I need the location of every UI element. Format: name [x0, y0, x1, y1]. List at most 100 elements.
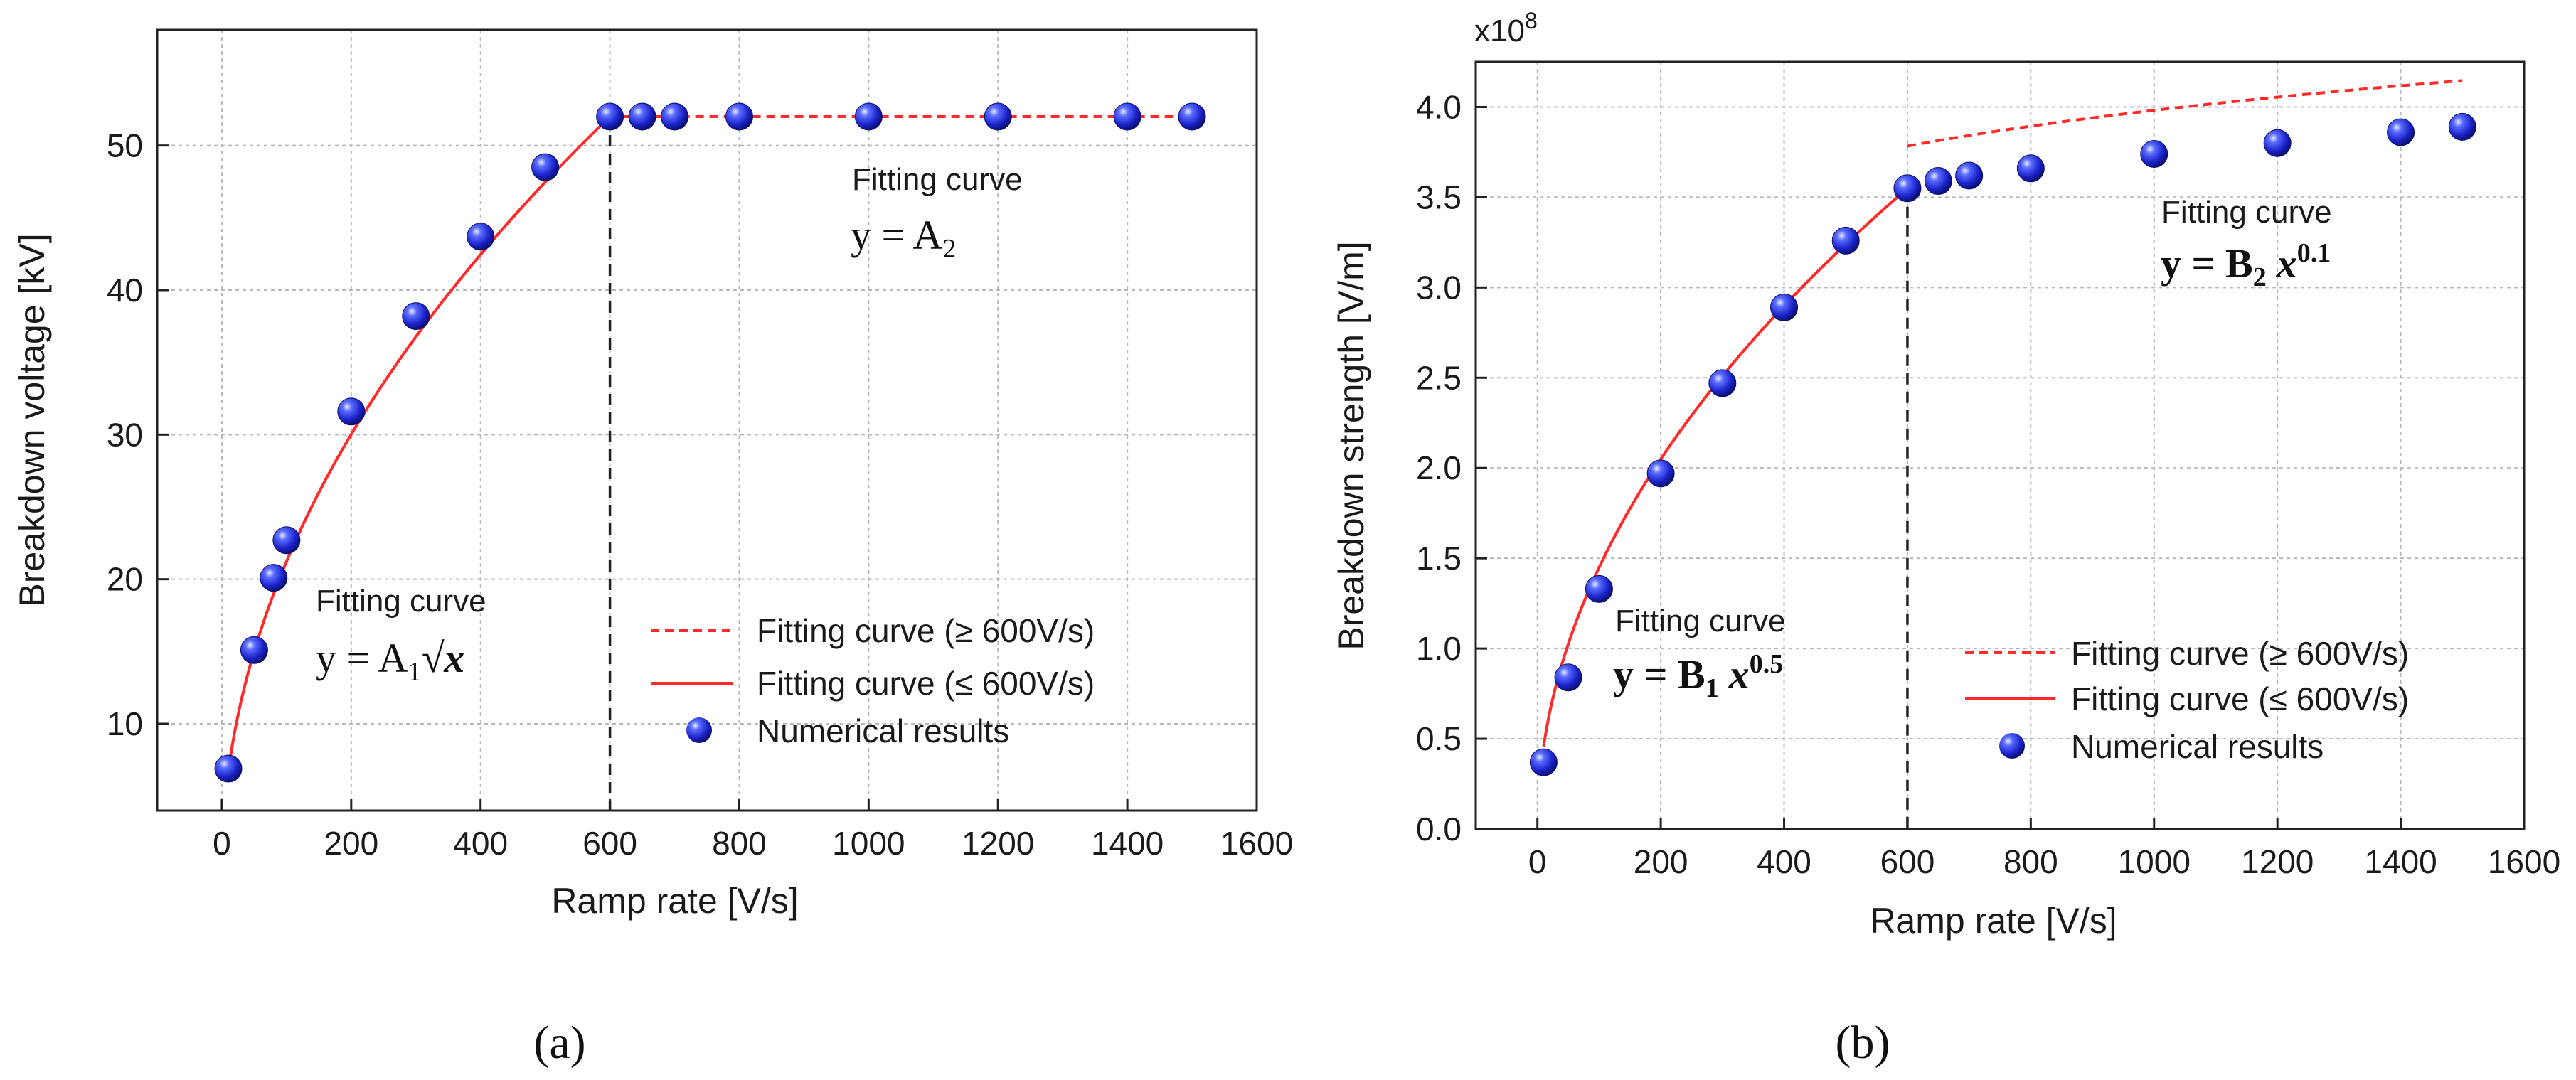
data-point [1831, 226, 1860, 255]
annotation-equation-upper: y = A2 [851, 212, 956, 264]
x-axis-title: Ramp rate [V/s] [1870, 901, 2117, 941]
y-tick-label: 0.0 [1416, 811, 1462, 848]
legend-label: Fitting curve (≥ 600V/s) [2071, 635, 2409, 672]
annotation-equation-lower: y = A1√x [316, 635, 464, 687]
plot-frame [156, 28, 1258, 812]
y-tick-label: 40 [107, 272, 143, 309]
data-point [1893, 174, 1922, 203]
legend-label: Numerical results [757, 712, 1009, 749]
data-point [1529, 748, 1558, 776]
axis-ticks: 0 200 400 600 800 1000 1200 1400 1600 10 20 30 40 50 [107, 127, 1293, 862]
x-tick-label: 200 [324, 825, 378, 862]
y-tick-label: 0.5 [1416, 720, 1462, 757]
eq-superscript: 0.5 [1750, 649, 1784, 679]
axis-ticks: 0 200 400 600 800 1000 1200 1400 1600 0.0 0.5 1.0 1.… [1416, 88, 2560, 880]
x-tick-label: 0 [213, 825, 231, 862]
data-point [260, 564, 288, 592]
data-point [2263, 129, 2292, 157]
eq-superscript: 0.1 [2297, 238, 2331, 268]
eq-subscript: 2 [2253, 262, 2267, 292]
x-tick-label: 1000 [832, 825, 905, 862]
data-point [337, 397, 366, 426]
chart-panel-a: 0 200 400 600 800 1000 1200 1400 16001020304050 … [12, 28, 1293, 1069]
fit-curve-dashed [1907, 79, 2463, 148]
eq-subscript: 1 [1705, 673, 1719, 703]
annotation-label-lower: Fitting curve [316, 584, 486, 619]
multiplier-exponent: 8 [1525, 8, 1538, 33]
x-tick-label: 400 [1757, 843, 1811, 880]
eq-main: y = A [851, 212, 943, 258]
panel-label-b: (b) [1836, 1017, 1890, 1069]
y-tick-label: 10 [107, 705, 143, 742]
eq-main: y = B [1613, 651, 1705, 697]
y-axis-multiplier: x108 [1474, 8, 1538, 48]
data-points [1529, 112, 2476, 776]
eq-main: y = A [316, 635, 408, 681]
x-tick-label: 600 [582, 825, 637, 862]
data-point [1646, 459, 1675, 488]
eq-subscript: 1 [408, 657, 421, 687]
data-point [1770, 293, 1799, 321]
x-tick-label: 200 [1634, 843, 1688, 880]
data-point [725, 102, 753, 131]
data-point [2140, 139, 2168, 168]
data-point [854, 102, 883, 131]
data-point [272, 526, 301, 555]
chart-panel-b: 0 200 400 600 800 1000 1200 1400 1600 0.0 0.5 1.0 1.… [1331, 8, 2560, 1069]
eq-variable: √x [421, 635, 464, 681]
panel-label-a: (a) [533, 1017, 585, 1069]
y-tick-label: 2.0 [1416, 449, 1462, 486]
eq-variable: x [2276, 240, 2297, 287]
x-tick-label: 1200 [2241, 843, 2314, 880]
annotation-label-lower: Fitting curve [1615, 604, 1786, 638]
x-tick-label: 800 [712, 825, 767, 862]
eq-main: y = B [2161, 240, 2253, 287]
annotation-equation-lower: y = B1 x0.5 [1613, 649, 1783, 703]
x-tick-label: 600 [1880, 843, 1935, 880]
y-tick-label: 3.0 [1416, 269, 1462, 306]
x-tick-label: 1400 [1091, 825, 1164, 862]
legend-label: Fitting curve (≥ 600V/s) [757, 612, 1095, 649]
eq-variable: x [1728, 651, 1750, 697]
data-point [531, 153, 560, 181]
x-tick-label: 1200 [962, 825, 1034, 862]
plot-frame [1474, 60, 2526, 830]
data-point [240, 636, 268, 664]
x-tick-label: 800 [2003, 843, 2058, 880]
legend: Fitting curve (≥ 600V/s) Fitting curve (… [1965, 635, 2409, 765]
annotation-equation-upper: y = B2 x0.1 [2161, 238, 2331, 292]
fit-curves [227, 115, 1193, 811]
y-tick-label: 4.0 [1416, 88, 1462, 125]
y-tick-label: 30 [107, 416, 143, 453]
data-point [402, 302, 430, 331]
data-point [984, 102, 1012, 131]
data-point [1924, 167, 1952, 196]
legend-label: Numerical results [2071, 728, 2324, 765]
x-axis-title: Ramp rate [V/s] [551, 881, 798, 921]
x-tick-label: 1600 [1220, 825, 1293, 862]
data-point [214, 754, 243, 783]
y-tick-label: 1.0 [1416, 630, 1462, 667]
y-axis-title: Breakdown strength [V/m] [1331, 241, 1371, 650]
y-tick-label: 1.5 [1416, 540, 1462, 577]
x-tick-label: 0 [1528, 843, 1547, 880]
y-tick-label: 20 [107, 561, 143, 598]
data-point [2016, 154, 2045, 183]
data-point [2448, 112, 2476, 141]
annotation-label-upper: Fitting curve [852, 162, 1023, 197]
legend-marker [1999, 733, 2025, 759]
x-tick-label: 400 [453, 825, 508, 862]
data-point [1178, 102, 1206, 131]
legend-label: Fitting curve (≤ 600V/s) [2071, 680, 2409, 717]
x-tick-label: 1000 [2118, 843, 2191, 880]
x-tick-label: 1400 [2364, 843, 2437, 880]
data-point [1708, 369, 1737, 397]
data-points [214, 102, 1206, 783]
data-point [2387, 118, 2415, 146]
y-tick-label: 3.5 [1416, 178, 1462, 215]
data-point [628, 102, 656, 131]
data-point [1955, 161, 1984, 190]
annotation-label-upper: Fitting curve [2161, 195, 2332, 230]
data-point [1554, 663, 1582, 692]
